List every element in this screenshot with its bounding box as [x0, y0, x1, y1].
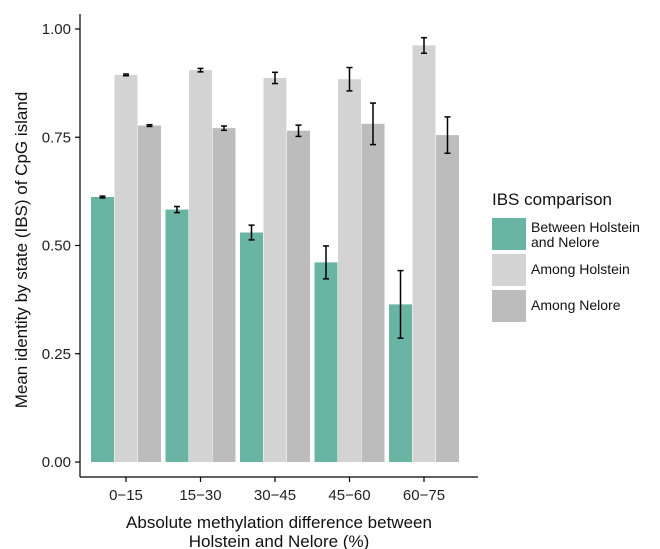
bar — [263, 77, 287, 462]
y-tick-label: 1.00 — [42, 21, 71, 38]
bar — [389, 304, 412, 462]
x-tick-label: 0−15 — [109, 487, 143, 504]
y-tick-label: 0.75 — [42, 129, 71, 146]
legend: IBS comparison Between Holstein and Nelor… — [492, 190, 657, 326]
bar — [361, 123, 385, 463]
x-tick-label: 45−60 — [328, 487, 370, 504]
legend-items: Between Holstein and Nelore Among Holstein… — [492, 218, 657, 322]
x-tick-label: 30−45 — [254, 487, 296, 504]
bar — [412, 45, 436, 462]
bar — [91, 197, 114, 462]
legend-swatch — [492, 254, 526, 286]
error-bars-layer — [99, 36, 451, 339]
legend-title: IBS comparison — [492, 190, 612, 209]
y-tick-label: 0.25 — [42, 346, 71, 363]
bar — [212, 128, 236, 463]
legend-label: Among Nelore — [531, 297, 621, 313]
x-tick-label: 60−75 — [403, 487, 445, 504]
bar — [240, 232, 263, 462]
legend-swatch — [492, 290, 526, 322]
bars-layer — [91, 45, 459, 463]
y-tick-label: 0.00 — [42, 454, 71, 471]
x-tick-label: 15−30 — [179, 487, 221, 504]
x-ticks: 0−15 15−30 30−45 45−60 60−75 — [109, 477, 445, 504]
bar — [189, 70, 212, 462]
legend-label: Among Holstein — [531, 261, 630, 277]
bar — [287, 130, 310, 462]
legend-label: Between Holstein and Nelore — [531, 219, 640, 250]
y-ticks: 0.00 0.25 0.50 0.75 1.00 — [42, 21, 80, 471]
legend-item: Between Holstein and Nelore — [492, 218, 657, 250]
bar — [436, 135, 459, 462]
legend-item: Among Holstein — [492, 254, 657, 286]
bar — [314, 262, 338, 462]
bar — [165, 209, 189, 462]
bar — [114, 74, 138, 462]
bar — [338, 79, 361, 462]
bar — [138, 125, 161, 463]
legend-swatch — [492, 218, 526, 250]
y-tick-label: 0.50 — [42, 238, 71, 255]
x-axis-title: Absolute methylation difference between H… — [126, 513, 432, 549]
y-axis-title: Mean identity by state (IBS) of CpG isla… — [12, 92, 31, 409]
legend-item: Among Nelore — [492, 290, 657, 322]
